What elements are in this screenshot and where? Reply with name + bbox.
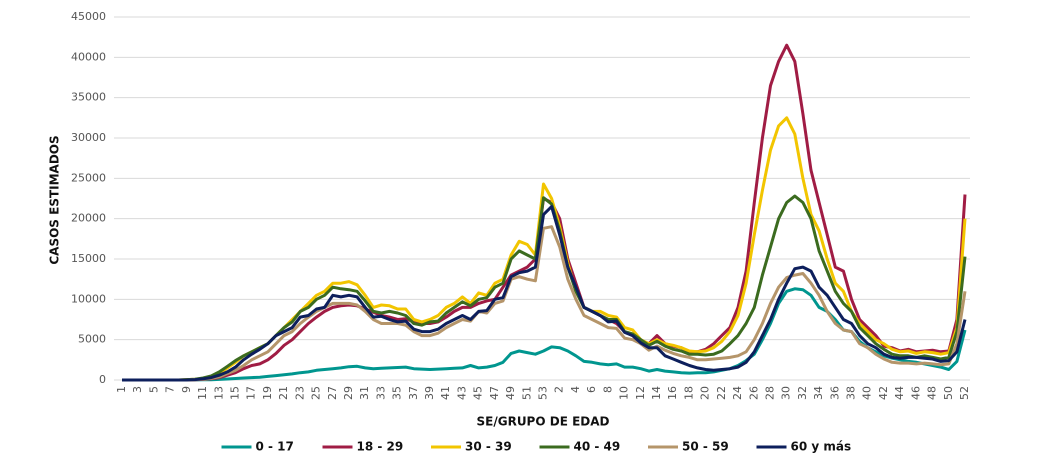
x-tick-label: 35: [391, 386, 404, 400]
x-tick-label: 39: [423, 386, 436, 400]
x-tick-label: 27: [326, 386, 339, 400]
legend-label: 0 - 17: [256, 440, 294, 454]
series-line: [122, 116, 967, 382]
x-tick-label: 34: [812, 386, 825, 400]
x-tick-label: 29: [342, 386, 355, 400]
legend-label: 40 - 49: [574, 440, 621, 454]
x-tick-label: 49: [504, 386, 517, 400]
legend-label: 18 - 29: [357, 440, 404, 454]
x-tick-label: 17: [245, 386, 258, 400]
x-tick-label: 18: [682, 386, 695, 400]
x-tick-label: 31: [358, 386, 371, 400]
x-tick-label: 21: [277, 386, 290, 400]
x-tick-label: 52: [958, 386, 971, 400]
x-tick-label: 24: [731, 386, 744, 400]
y-tick-label: 30000: [71, 131, 106, 144]
x-tick-label: 42: [877, 386, 890, 400]
x-tick-label: 26: [747, 386, 760, 400]
x-tick-label: 11: [196, 386, 209, 400]
y-tick-label: 45000: [71, 10, 106, 23]
x-tick-label: 53: [537, 386, 550, 400]
x-tick-label: 45: [472, 386, 485, 400]
x-tick-label: 5: [147, 386, 160, 393]
series-line: [122, 287, 967, 382]
x-tick-label: 20: [699, 386, 712, 400]
x-tick-label: 22: [715, 386, 728, 400]
series-line: [122, 205, 967, 382]
x-tick-label: 6: [585, 386, 598, 393]
x-tick-label: 48: [926, 386, 939, 400]
x-tick-label: 33: [374, 386, 387, 400]
x-tick-label: 3: [131, 386, 144, 393]
x-tick-label: 43: [455, 386, 468, 400]
x-tick-label: 4: [569, 386, 582, 393]
x-tick-label: 15: [228, 386, 241, 400]
y-tick-label: 15000: [71, 252, 106, 265]
x-tick-label: 32: [796, 386, 809, 400]
y-tick-label: 5000: [78, 333, 106, 346]
x-tick-label: 16: [666, 386, 679, 400]
x-tick-label: 10: [618, 386, 631, 400]
x-tick-label: 2: [553, 386, 566, 393]
x-tick-label: 36: [828, 386, 841, 400]
x-tick-label: 41: [439, 386, 452, 400]
x-tick-label: 9: [180, 386, 193, 393]
x-axis-title: SE/GRUPO DE EDAD: [477, 415, 610, 429]
legend-label: 60 y más: [791, 440, 852, 454]
legend-label: 30 - 39: [465, 440, 512, 454]
x-tick-label: 51: [520, 386, 533, 400]
x-tick-label: 30: [780, 386, 793, 400]
x-tick-label: 12: [634, 386, 647, 400]
x-tick-label: 44: [893, 386, 906, 400]
series-line: [122, 225, 967, 382]
x-tick-label: 40: [861, 386, 874, 400]
x-tick-label: 7: [164, 386, 177, 393]
x-tick-label: 50: [942, 386, 955, 400]
y-tick-label: 20000: [71, 212, 106, 225]
x-tick-label: 14: [650, 386, 663, 400]
x-tick-label: 23: [293, 386, 306, 400]
x-tick-label: 8: [601, 386, 614, 393]
y-axis-title: CASOS ESTIMADOS: [48, 135, 62, 264]
y-tick-label: 0: [99, 373, 106, 386]
x-tick-label: 19: [261, 386, 274, 400]
x-tick-label: 25: [310, 386, 323, 400]
x-tick-label: 46: [909, 386, 922, 400]
x-tick-label: 37: [407, 386, 420, 400]
x-tick-label: 38: [845, 386, 858, 400]
y-tick-label: 25000: [71, 171, 106, 184]
legend-label: 50 - 59: [682, 440, 729, 454]
x-tick-label: 1: [115, 386, 128, 393]
x-tick-label: 28: [763, 386, 776, 400]
y-tick-label: 35000: [71, 91, 106, 104]
x-tick-label: 13: [212, 386, 225, 400]
y-tick-label: 10000: [71, 292, 106, 305]
y-tick-label: 40000: [71, 50, 106, 63]
x-tick-label: 47: [488, 386, 501, 400]
